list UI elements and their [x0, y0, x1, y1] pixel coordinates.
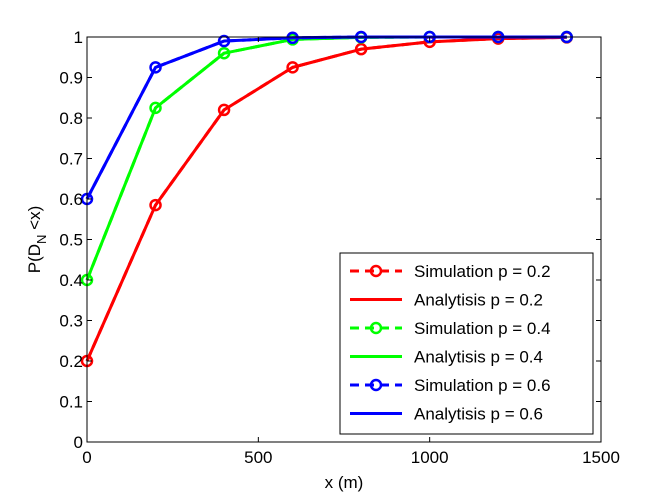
- legend-label-6: Analytisis p = 0.6: [414, 405, 543, 424]
- legend-label-2: Analytisis p = 0.2: [414, 291, 543, 310]
- y-tick-label: 1: [74, 28, 83, 47]
- y-axis-label: P(DN <x): [25, 206, 49, 273]
- y-axis-label-subscript: N: [34, 235, 49, 244]
- legend: Simulation p = 0.2 Analytisis p = 0.2 Simu…: [339, 252, 594, 435]
- y-tick-label: 0.4: [59, 271, 83, 290]
- series-line-2: [85, 35, 567, 362]
- y-tick-label: 0.2: [59, 352, 83, 371]
- x-tick-label: 1500: [582, 448, 620, 467]
- data-point: [149, 61, 162, 74]
- y-tick-label: 0.9: [59, 69, 83, 88]
- y-tick-label: 0.5: [59, 231, 83, 250]
- y-tick-label: 0.1: [59, 393, 83, 412]
- x-axis-label: x (m): [325, 473, 364, 492]
- data-point: [149, 198, 162, 212]
- data-point: [149, 101, 162, 115]
- legend-label-4: Analytisis p = 0.4: [414, 348, 543, 367]
- axes: 0 500 1000 1500 0 0.1 0.2 0.3 0.4 0.5 0.6 0.7 0.8 0.9…: [59, 28, 620, 467]
- legend-marker-5: [369, 378, 383, 392]
- x-tick-label: 0: [82, 448, 91, 467]
- y-tick-label: 0.3: [59, 312, 83, 331]
- legend-label-3: Simulation p = 0.4: [414, 319, 551, 338]
- legend-box: [339, 252, 594, 435]
- legend-marker-1: [369, 264, 383, 278]
- legend-label-1: Simulation p = 0.2: [414, 262, 551, 281]
- x-tick-label: 500: [244, 448, 272, 467]
- y-tick-label: 0.7: [59, 150, 83, 169]
- x-tick-label: 1000: [411, 448, 449, 467]
- y-tick-label: 0.8: [59, 109, 83, 128]
- y-tick-label: 0: [74, 433, 83, 452]
- data-point: [217, 103, 231, 117]
- y-tick-label: 0.6: [59, 190, 83, 209]
- y-axis-label-tail: <x): [25, 206, 44, 235]
- y-axis-label-main: P(D: [25, 244, 44, 273]
- legend-marker-3: [369, 321, 383, 335]
- legend-label-5: Simulation p = 0.6: [414, 376, 551, 395]
